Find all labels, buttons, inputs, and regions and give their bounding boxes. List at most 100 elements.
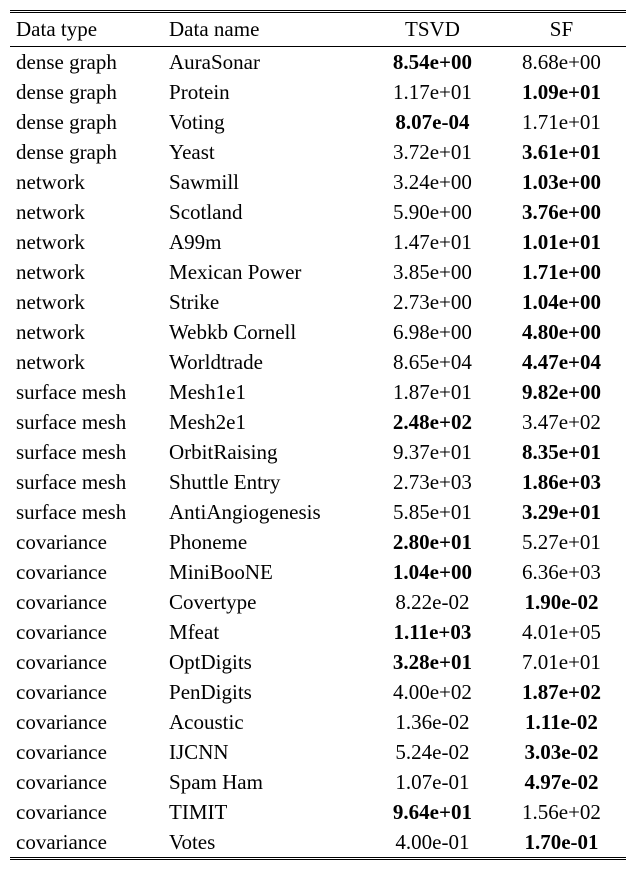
cell-sf: 1.09e+01 bbox=[497, 77, 626, 107]
cell-tsvd: 1.87e+01 bbox=[368, 377, 497, 407]
cell-sf: 8.35e+01 bbox=[497, 437, 626, 467]
table-body: dense graphAuraSonar8.54e+008.68e+00dens… bbox=[10, 47, 626, 859]
cell-data-name: Phoneme bbox=[163, 527, 368, 557]
cell-sf: 3.76e+00 bbox=[497, 197, 626, 227]
cell-sf: 1.71e+00 bbox=[497, 257, 626, 287]
cell-data-type: covariance bbox=[10, 557, 163, 587]
cell-data-name: Worldtrade bbox=[163, 347, 368, 377]
cell-tsvd: 1.36e-02 bbox=[368, 707, 497, 737]
table-row: surface meshMesh1e11.87e+019.82e+00 bbox=[10, 377, 626, 407]
table-row: covarianceAcoustic1.36e-021.11e-02 bbox=[10, 707, 626, 737]
table-row: covarianceSpam Ham1.07e-014.97e-02 bbox=[10, 767, 626, 797]
cell-tsvd: 1.17e+01 bbox=[368, 77, 497, 107]
cell-data-type: covariance bbox=[10, 707, 163, 737]
cell-data-name: Sawmill bbox=[163, 167, 368, 197]
cell-data-name: Scotland bbox=[163, 197, 368, 227]
cell-data-type: covariance bbox=[10, 647, 163, 677]
cell-sf: 8.68e+00 bbox=[497, 47, 626, 78]
cell-sf: 6.36e+03 bbox=[497, 557, 626, 587]
table-row: covariancePhoneme2.80e+015.27e+01 bbox=[10, 527, 626, 557]
cell-tsvd: 3.24e+00 bbox=[368, 167, 497, 197]
cell-data-name: Spam Ham bbox=[163, 767, 368, 797]
cell-sf: 1.11e-02 bbox=[497, 707, 626, 737]
cell-tsvd: 4.00e-01 bbox=[368, 827, 497, 859]
cell-data-type: surface mesh bbox=[10, 467, 163, 497]
cell-sf: 1.70e-01 bbox=[497, 827, 626, 859]
table-row: networkSawmill3.24e+001.03e+00 bbox=[10, 167, 626, 197]
header-row: Data type Data name TSVD SF bbox=[10, 12, 626, 47]
cell-data-type: covariance bbox=[10, 617, 163, 647]
cell-data-name: Mesh2e1 bbox=[163, 407, 368, 437]
cell-sf: 1.04e+00 bbox=[497, 287, 626, 317]
cell-sf: 4.01e+05 bbox=[497, 617, 626, 647]
cell-data-type: surface mesh bbox=[10, 437, 163, 467]
cell-sf: 1.71e+01 bbox=[497, 107, 626, 137]
cell-data-name: Mesh1e1 bbox=[163, 377, 368, 407]
cell-data-type: covariance bbox=[10, 797, 163, 827]
table-row: networkScotland5.90e+003.76e+00 bbox=[10, 197, 626, 227]
cell-tsvd: 9.37e+01 bbox=[368, 437, 497, 467]
cell-data-name: Webkb Cornell bbox=[163, 317, 368, 347]
cell-data-name: AntiAngiogenesis bbox=[163, 497, 368, 527]
cell-sf: 3.03e-02 bbox=[497, 737, 626, 767]
cell-tsvd: 3.28e+01 bbox=[368, 647, 497, 677]
cell-sf: 3.47e+02 bbox=[497, 407, 626, 437]
cell-sf: 9.82e+00 bbox=[497, 377, 626, 407]
cell-data-type: covariance bbox=[10, 827, 163, 859]
col-data-name: Data name bbox=[163, 12, 368, 47]
cell-sf: 1.90e-02 bbox=[497, 587, 626, 617]
cell-data-name: Votes bbox=[163, 827, 368, 859]
cell-data-name: PenDigits bbox=[163, 677, 368, 707]
cell-data-name: Strike bbox=[163, 287, 368, 317]
cell-data-type: surface mesh bbox=[10, 407, 163, 437]
cell-data-name: Shuttle Entry bbox=[163, 467, 368, 497]
cell-data-type: covariance bbox=[10, 677, 163, 707]
table-row: surface meshShuttle Entry2.73e+031.86e+0… bbox=[10, 467, 626, 497]
results-table: Data type Data name TSVD SF dense graphA… bbox=[10, 10, 626, 860]
table-row: covarianceMiniBooNE1.04e+006.36e+03 bbox=[10, 557, 626, 587]
cell-tsvd: 3.85e+00 bbox=[368, 257, 497, 287]
cell-data-type: dense graph bbox=[10, 77, 163, 107]
cell-tsvd: 5.85e+01 bbox=[368, 497, 497, 527]
cell-sf: 3.61e+01 bbox=[497, 137, 626, 167]
col-data-type: Data type bbox=[10, 12, 163, 47]
cell-tsvd: 2.80e+01 bbox=[368, 527, 497, 557]
cell-data-type: dense graph bbox=[10, 47, 163, 78]
cell-tsvd: 9.64e+01 bbox=[368, 797, 497, 827]
cell-data-name: OrbitRaising bbox=[163, 437, 368, 467]
table-row: dense graphYeast3.72e+013.61e+01 bbox=[10, 137, 626, 167]
cell-data-name: A99m bbox=[163, 227, 368, 257]
cell-data-name: Covertype bbox=[163, 587, 368, 617]
table-row: networkA99m1.47e+011.01e+01 bbox=[10, 227, 626, 257]
table-row: surface meshOrbitRaising9.37e+018.35e+01 bbox=[10, 437, 626, 467]
cell-data-name: MiniBooNE bbox=[163, 557, 368, 587]
cell-data-name: Mfeat bbox=[163, 617, 368, 647]
cell-sf: 1.87e+02 bbox=[497, 677, 626, 707]
cell-data-type: network bbox=[10, 287, 163, 317]
cell-sf: 5.27e+01 bbox=[497, 527, 626, 557]
cell-tsvd: 5.90e+00 bbox=[368, 197, 497, 227]
table-row: surface meshMesh2e12.48e+023.47e+02 bbox=[10, 407, 626, 437]
cell-sf: 4.47e+04 bbox=[497, 347, 626, 377]
table-row: networkMexican Power3.85e+001.71e+00 bbox=[10, 257, 626, 287]
cell-data-name: Voting bbox=[163, 107, 368, 137]
cell-data-name: Acoustic bbox=[163, 707, 368, 737]
cell-sf: 1.86e+03 bbox=[497, 467, 626, 497]
cell-data-type: covariance bbox=[10, 767, 163, 797]
cell-tsvd: 5.24e-02 bbox=[368, 737, 497, 767]
cell-data-type: covariance bbox=[10, 587, 163, 617]
cell-sf: 1.56e+02 bbox=[497, 797, 626, 827]
cell-data-type: network bbox=[10, 167, 163, 197]
table-row: covarianceIJCNN5.24e-023.03e-02 bbox=[10, 737, 626, 767]
table-row: networkWebkb Cornell6.98e+004.80e+00 bbox=[10, 317, 626, 347]
cell-sf: 1.01e+01 bbox=[497, 227, 626, 257]
table-row: dense graphProtein1.17e+011.09e+01 bbox=[10, 77, 626, 107]
col-tsvd: TSVD bbox=[368, 12, 497, 47]
cell-data-name: Protein bbox=[163, 77, 368, 107]
cell-tsvd: 2.73e+03 bbox=[368, 467, 497, 497]
cell-data-type: dense graph bbox=[10, 137, 163, 167]
col-sf: SF bbox=[497, 12, 626, 47]
cell-data-type: surface mesh bbox=[10, 377, 163, 407]
table-row: networkStrike2.73e+001.04e+00 bbox=[10, 287, 626, 317]
table-row: dense graphVoting8.07e-041.71e+01 bbox=[10, 107, 626, 137]
